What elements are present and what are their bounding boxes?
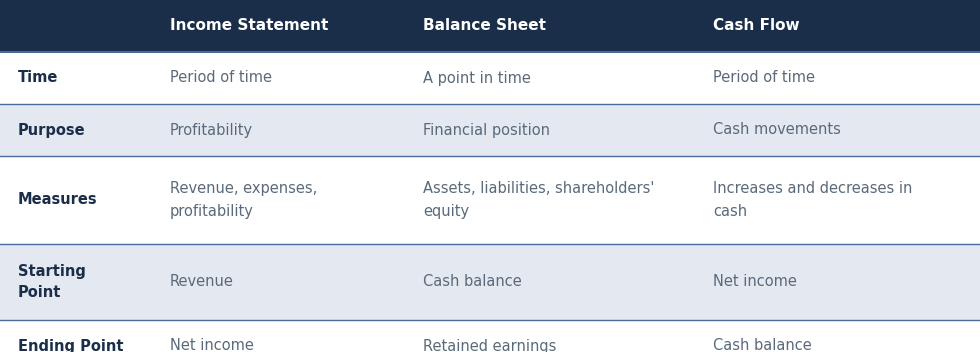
Text: Period of time: Period of time: [713, 70, 815, 86]
Text: Starting
Point: Starting Point: [18, 264, 86, 300]
Text: Measures: Measures: [18, 193, 98, 207]
Text: Assets, liabilities, shareholders'
equity: Assets, liabilities, shareholders' equit…: [423, 181, 655, 219]
Bar: [0, 320, 152, 352]
Bar: [405, 52, 695, 104]
Text: Profitability: Profitability: [170, 122, 253, 138]
Text: Cash movements: Cash movements: [713, 122, 841, 138]
Bar: [0, 0, 152, 52]
Text: Cash balance: Cash balance: [423, 275, 521, 289]
Bar: [0, 156, 152, 244]
Bar: [405, 104, 695, 156]
Bar: [0, 104, 152, 156]
Text: Time: Time: [18, 70, 59, 86]
Bar: [695, 244, 980, 320]
Bar: [405, 156, 695, 244]
Text: Cash balance: Cash balance: [713, 339, 811, 352]
Bar: [0, 244, 152, 320]
Text: Revenue, expenses,
profitability: Revenue, expenses, profitability: [170, 181, 318, 219]
Bar: [405, 320, 695, 352]
Bar: [695, 0, 980, 52]
Text: Purpose: Purpose: [18, 122, 85, 138]
Bar: [152, 320, 405, 352]
Bar: [152, 0, 405, 52]
Text: Net income: Net income: [170, 339, 254, 352]
Text: A point in time: A point in time: [423, 70, 531, 86]
Text: Increases and decreases in
cash: Increases and decreases in cash: [713, 181, 912, 219]
Text: Period of time: Period of time: [170, 70, 272, 86]
Text: Balance Sheet: Balance Sheet: [423, 19, 546, 33]
Bar: [695, 320, 980, 352]
Text: Revenue: Revenue: [170, 275, 234, 289]
Text: Ending Point: Ending Point: [18, 339, 123, 352]
Text: Income Statement: Income Statement: [170, 19, 328, 33]
Text: Retained earnings: Retained earnings: [423, 339, 557, 352]
Bar: [695, 52, 980, 104]
Bar: [152, 244, 405, 320]
Bar: [695, 156, 980, 244]
Text: Cash Flow: Cash Flow: [713, 19, 800, 33]
Bar: [152, 52, 405, 104]
Bar: [405, 0, 695, 52]
Bar: [405, 244, 695, 320]
Text: Financial position: Financial position: [423, 122, 550, 138]
Bar: [152, 156, 405, 244]
Text: Net income: Net income: [713, 275, 797, 289]
Bar: [0, 52, 152, 104]
Bar: [152, 104, 405, 156]
Bar: [695, 104, 980, 156]
